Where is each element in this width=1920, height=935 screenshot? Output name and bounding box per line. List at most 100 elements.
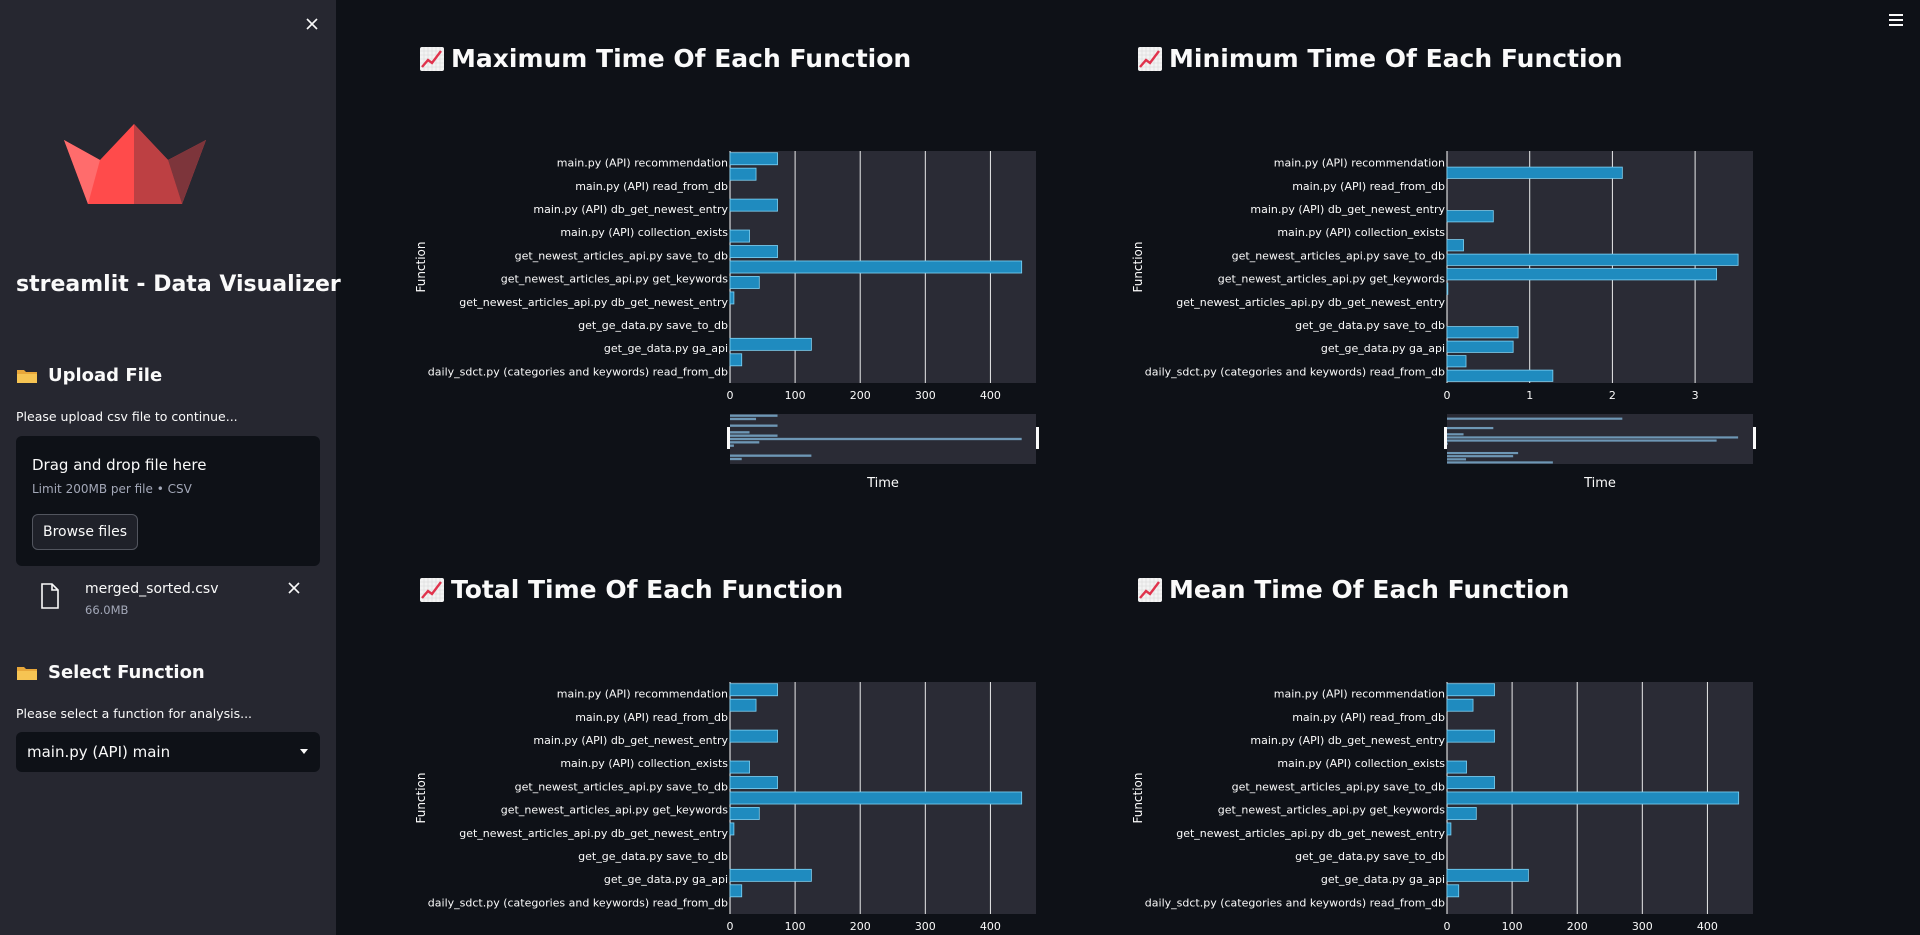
chart-heading-max-label: Maximum Time Of Each Function — [451, 44, 912, 73]
sidebar: streamlit - Data Visualizer Upload File … — [0, 0, 341, 935]
x-tick-label: 300 — [915, 389, 936, 402]
bar — [729, 807, 760, 820]
x-tick-label: 400 — [980, 920, 1001, 933]
bar — [1446, 326, 1519, 339]
upload-hint: Please upload csv file to continue... — [16, 409, 238, 424]
range-slider-bar — [1447, 433, 1464, 436]
range-slider-bar — [1447, 436, 1739, 439]
bar — [729, 868, 812, 882]
chart-heading-max: Maximum Time Of Each Function — [419, 44, 911, 73]
y-tick-label: main.py (API) db_get_newest_entry — [1250, 734, 1445, 747]
bar — [1446, 698, 1474, 712]
y-tick-label: main.py (API) read_from_db — [575, 711, 728, 724]
x-axis-label: Time — [1583, 476, 1616, 491]
bar — [1446, 253, 1739, 266]
y-tick-label: get_newest_articles_api.py get_keywords — [501, 804, 728, 817]
bar — [1446, 210, 1494, 223]
y-tick-label: get_newest_articles_api.py save_to_db — [515, 249, 728, 262]
bar — [1446, 369, 1554, 382]
range-slider-bar — [1447, 458, 1467, 461]
y-tick-label: get_newest_articles_api.py db_get_newest… — [1176, 296, 1445, 309]
y-tick-label: main.py (API) db_get_newest_entry — [533, 203, 728, 216]
range-slider-handle-left — [727, 427, 730, 449]
y-tick-label: get_newest_articles_api.py db_get_newest… — [1176, 827, 1445, 840]
y-tick-label: daily_sdct.py (categories and keywords) … — [1145, 896, 1445, 909]
bar — [1446, 868, 1529, 882]
y-tick-label: main.py (API) collection_exists — [560, 226, 728, 239]
chart-heading-min-label: Minimum Time Of Each Function — [1169, 44, 1623, 73]
y-tick-label: main.py (API) recommendation — [1274, 157, 1445, 170]
dropzone-limit: Limit 200MB per file • CSV — [32, 482, 192, 496]
bar — [729, 760, 750, 774]
y-axis-label: Function — [414, 772, 428, 823]
range-slider-bar — [730, 417, 757, 421]
y-tick-label: daily_sdct.py (categories and keywords) … — [428, 365, 728, 378]
bar — [1446, 355, 1467, 368]
chevron-down-icon — [300, 749, 308, 754]
y-tick-label: main.py (API) collection_exists — [560, 757, 728, 770]
function-select[interactable]: main.py (API) main — [16, 732, 320, 772]
y-axis-label: Function — [1131, 241, 1145, 292]
bar — [1446, 166, 1623, 179]
range-slider-bar — [1447, 439, 1717, 442]
x-tick-label: 3 — [1692, 389, 1699, 402]
bar — [729, 152, 778, 166]
bar — [729, 698, 757, 712]
x-tick-label: 2 — [1609, 389, 1616, 402]
y-tick-label: get_ge_data.py ga_api — [1321, 873, 1445, 886]
y-tick-label: get_ge_data.py save_to_db — [578, 319, 728, 332]
bar — [729, 822, 735, 836]
bar — [729, 167, 757, 181]
range-slider-bar — [1447, 451, 1519, 455]
y-tick-label: main.py (API) recommendation — [1274, 688, 1445, 701]
bar — [1446, 884, 1460, 898]
x-tick-label: 300 — [915, 920, 936, 933]
uploaded-file-name: merged_sorted.csv — [85, 581, 219, 597]
bar — [1446, 822, 1452, 836]
folder-icon — [17, 369, 37, 383]
x-tick-label: 200 — [1567, 920, 1588, 933]
range-slider-bar — [730, 457, 742, 461]
range-slider-bar — [730, 434, 778, 437]
file-dropzone[interactable]: Drag and drop file here Limit 200MB per … — [16, 436, 320, 566]
bar — [1446, 807, 1477, 820]
y-tick-label: get_newest_articles_api.py save_to_db — [515, 780, 728, 793]
remove-file-icon[interactable] — [286, 580, 302, 596]
close-sidebar-icon[interactable] — [302, 14, 322, 34]
bar — [729, 729, 778, 743]
bar — [729, 229, 750, 243]
range-slider-handle-right — [1753, 427, 1756, 449]
y-tick-label: get_newest_articles_api.py db_get_newest… — [459, 827, 728, 840]
x-tick-label: 100 — [1502, 920, 1523, 933]
bar — [729, 291, 735, 305]
range-slider-bar — [730, 441, 760, 444]
y-tick-label: main.py (API) db_get_newest_entry — [533, 734, 728, 747]
bar — [1446, 282, 1449, 295]
y-tick-label: get_newest_articles_api.py get_keywords — [501, 273, 728, 286]
range-slider-bar — [730, 444, 734, 447]
y-tick-label: get_newest_articles_api.py save_to_db — [1232, 780, 1445, 793]
range-slider-bar — [730, 437, 1022, 441]
chart-heading-min: Minimum Time Of Each Function — [1137, 44, 1623, 73]
y-tick-label: daily_sdct.py (categories and keywords) … — [428, 896, 728, 909]
y-axis-label: Function — [414, 241, 428, 292]
range-slider-bar — [730, 424, 778, 427]
bar — [1446, 791, 1740, 805]
browse-files-button[interactable]: Browse files — [32, 514, 138, 550]
bar — [729, 353, 743, 367]
range-slider-bar — [730, 431, 750, 434]
range-slider-bar — [1447, 461, 1553, 464]
x-tick-label: 400 — [1697, 920, 1718, 933]
y-tick-label: daily_sdct.py (categories and keywords) … — [1145, 365, 1445, 378]
x-tick-label: 200 — [850, 389, 871, 402]
bar — [1446, 340, 1514, 353]
chart-increasing-icon — [420, 577, 444, 602]
y-tick-label: main.py (API) recommendation — [557, 688, 728, 701]
range-slider-bar — [1447, 442, 1448, 445]
hamburger-menu-icon[interactable] — [1889, 14, 1907, 28]
chart-heading-total-label: Total Time Of Each Function — [451, 575, 844, 604]
bar — [729, 260, 1023, 274]
x-tick-label: 0 — [727, 389, 734, 402]
x-tick-label: 200 — [850, 920, 871, 933]
chart-heading-mean: Mean Time Of Each Function — [1137, 575, 1569, 604]
